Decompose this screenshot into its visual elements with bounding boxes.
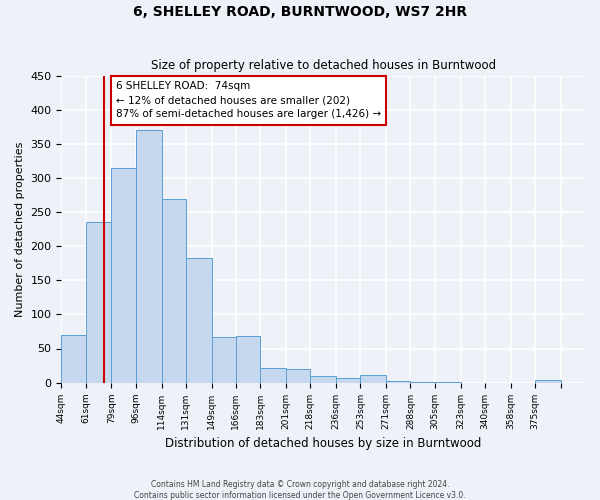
Bar: [310, 376, 336, 382]
Bar: [286, 369, 310, 382]
Text: Contains HM Land Registry data © Crown copyright and database right 2024.
Contai: Contains HM Land Registry data © Crown c…: [134, 480, 466, 500]
Bar: [535, 380, 560, 382]
Bar: [361, 375, 386, 382]
Bar: [136, 130, 161, 382]
Bar: [212, 337, 236, 382]
Bar: [260, 368, 286, 382]
Text: 6, SHELLEY ROAD, BURNTWOOD, WS7 2HR: 6, SHELLEY ROAD, BURNTWOOD, WS7 2HR: [133, 5, 467, 19]
Bar: [336, 378, 361, 382]
Text: 6 SHELLEY ROAD:  74sqm
← 12% of detached houses are smaller (202)
87% of semi-de: 6 SHELLEY ROAD: 74sqm ← 12% of detached …: [116, 82, 381, 120]
X-axis label: Distribution of detached houses by size in Burntwood: Distribution of detached houses by size …: [165, 437, 481, 450]
Y-axis label: Number of detached properties: Number of detached properties: [15, 142, 25, 317]
Bar: [112, 168, 136, 382]
Bar: [386, 380, 410, 382]
Title: Size of property relative to detached houses in Burntwood: Size of property relative to detached ho…: [151, 59, 496, 72]
Bar: [186, 258, 212, 382]
Bar: [86, 222, 112, 382]
Bar: [61, 335, 86, 382]
Bar: [161, 198, 186, 382]
Bar: [236, 336, 260, 382]
